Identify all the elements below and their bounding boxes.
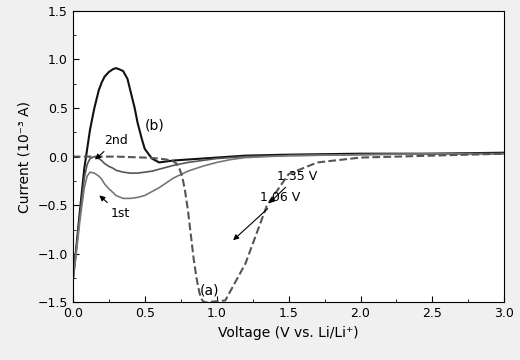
Text: 1.35 V: 1.35 V	[270, 170, 317, 202]
Text: (a): (a)	[199, 284, 219, 298]
Text: (b): (b)	[145, 118, 164, 132]
Text: 1st: 1st	[100, 196, 129, 220]
Text: 1.06 V: 1.06 V	[234, 191, 300, 239]
Text: 2nd: 2nd	[96, 134, 128, 159]
Y-axis label: Current (10⁻³ A): Current (10⁻³ A)	[18, 100, 32, 213]
X-axis label: Voltage (V vs. Li/Li⁺): Voltage (V vs. Li/Li⁺)	[218, 326, 359, 340]
